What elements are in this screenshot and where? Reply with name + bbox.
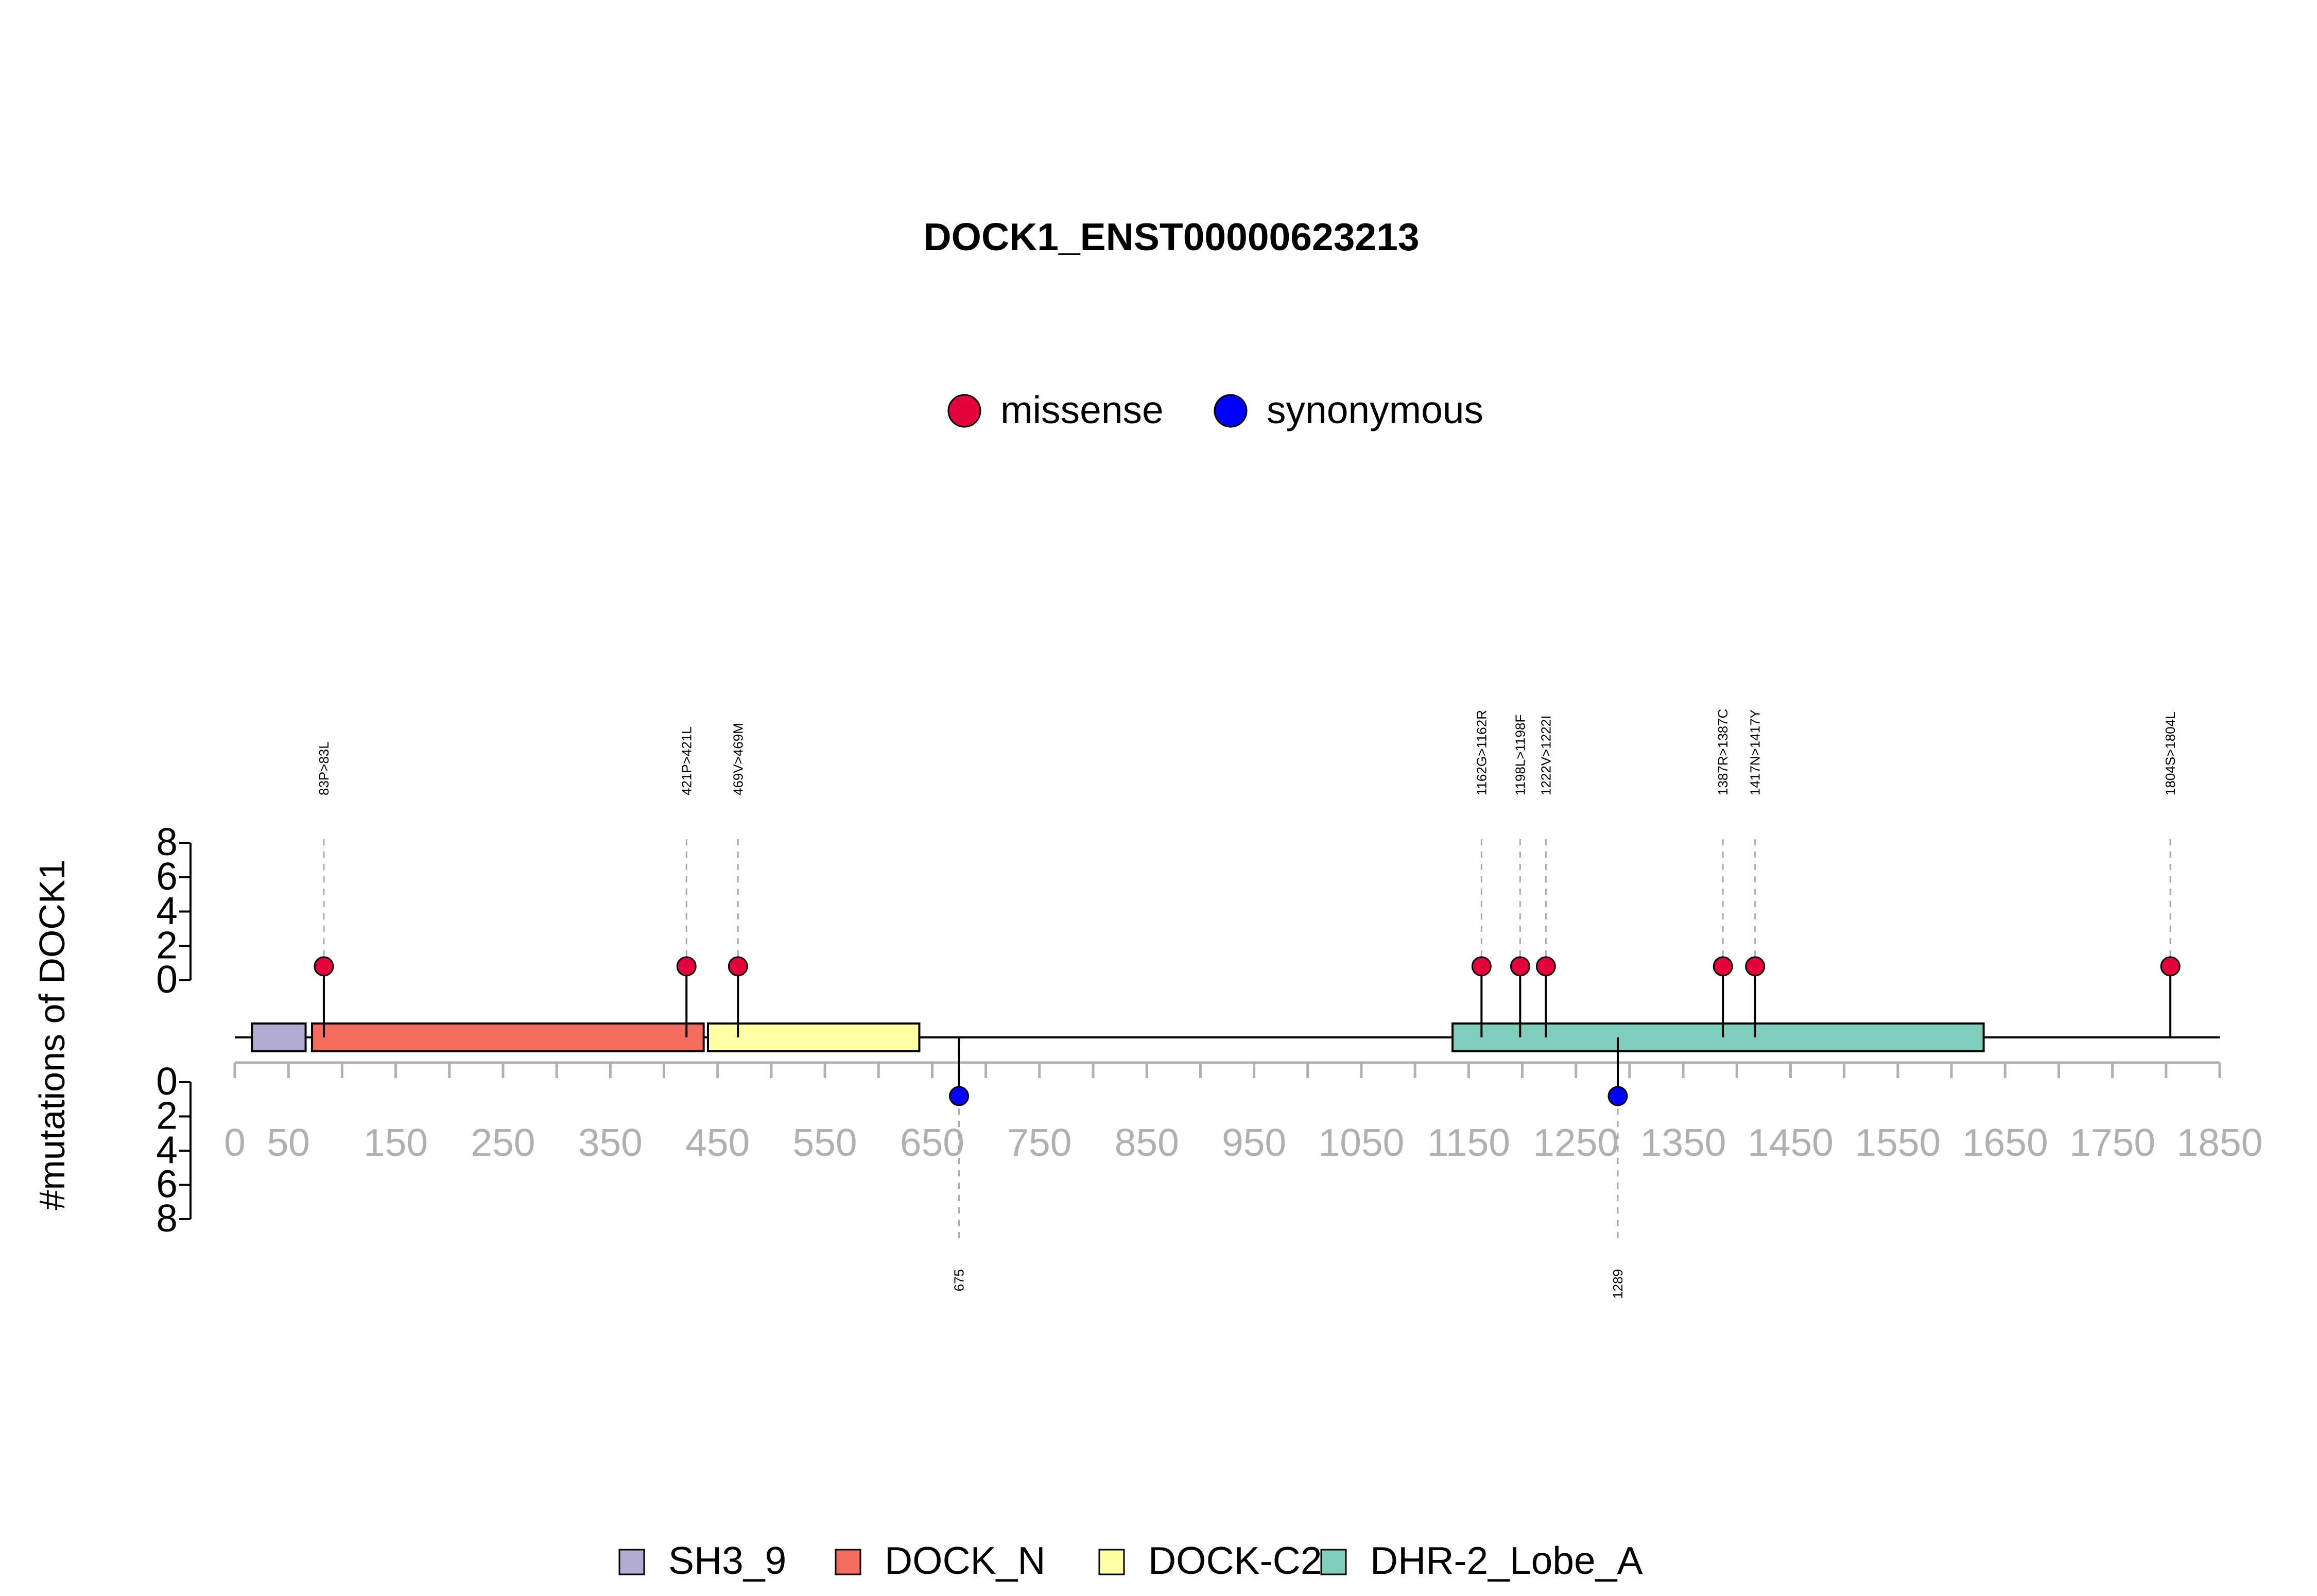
missense-mutation-label: 1804S>1804L	[2163, 712, 2178, 795]
synonymous-mutation-point	[949, 1086, 970, 1106]
y-axis-label: #mutations of DOCK1	[32, 860, 72, 1210]
missense-mutation-point	[1745, 956, 1766, 977]
legend-marker-synonymous	[1214, 394, 1248, 428]
x-tick-label: 450	[685, 1121, 750, 1164]
x-tick-label: 1550	[1855, 1121, 1941, 1164]
missense-mutation-point	[314, 956, 334, 977]
x-tick-label: 1250	[1533, 1121, 1619, 1164]
domain-DOCK-C2	[706, 1022, 921, 1052]
missense-mutation-point	[1510, 956, 1530, 977]
domain-legend-swatch-DOCK_N	[835, 1549, 861, 1575]
domain-legend-label-DHR-2_Lobe_A: DHR-2_Lobe_A	[1370, 1539, 1642, 1582]
y-tick-label: 8	[156, 1196, 178, 1240]
x-tick-label: 50	[267, 1121, 309, 1164]
x-tick-label: 1750	[2069, 1121, 2155, 1164]
x-tick-label: 550	[793, 1121, 857, 1164]
missense-mutation-label: 1222V>1222I	[1538, 716, 1553, 795]
x-tick-label: 250	[471, 1121, 535, 1164]
domain-legend-swatch-DOCK-C2	[1098, 1549, 1125, 1575]
missense-mutation-label: 469V>469M	[730, 723, 746, 795]
missense-mutation-point	[1471, 956, 1492, 977]
mutation-lollipops: 83P>83L 421P>421L 469V>469M 1162G>1162R 1198…	[314, 709, 2181, 1299]
missense-mutation-point	[1713, 956, 1733, 977]
chart-title: DOCK1_ENST00000623213	[923, 215, 1419, 258]
x-tick-label: 1150	[1427, 1121, 1510, 1164]
x-tick-label: 750	[1007, 1121, 1071, 1164]
x-tick-label: 850	[1115, 1121, 1179, 1164]
y-tick-label: 4	[156, 889, 178, 932]
missense-mutation-point	[2160, 956, 2181, 977]
domain-legend-swatch-SH3_9	[618, 1549, 645, 1575]
missense-mutation-label: 1417N>1417Y	[1748, 709, 1763, 795]
missense-mutation-point	[728, 956, 748, 977]
domain-legend-swatch-DHR-2_Lobe_A	[1320, 1549, 1347, 1575]
y-tick-label: 2	[156, 1094, 178, 1137]
missense-mutation-label: 83P>83L	[316, 741, 332, 795]
synonymous-mutation-point	[1607, 1086, 1628, 1106]
domain-DOCK_N	[311, 1022, 705, 1052]
domain-legend-label-SH3_9: SH3_9	[668, 1539, 786, 1582]
x-tick-label: 1850	[2177, 1121, 2263, 1164]
y-tick-label: 0	[156, 958, 178, 1001]
domain-legend-label-DOCK-C2: DOCK-C2	[1148, 1539, 1322, 1582]
domain-DHR-2_Lobe_A	[1451, 1022, 1985, 1052]
x-tick-label: 950	[1222, 1121, 1286, 1164]
x-tick-label: 1350	[1640, 1121, 1726, 1164]
y-tick-label: 4	[156, 1128, 178, 1171]
x-tick-label: 1050	[1319, 1121, 1405, 1164]
domain-legend-label-DOCK_N: DOCK_N	[885, 1539, 1046, 1582]
mutation-type-legend: missense synonymous	[947, 388, 1483, 431]
synonymous-mutation-label: 675	[952, 1269, 967, 1291]
y-tick-label: 8	[156, 820, 178, 863]
missense-mutation-label: 1387R>1387C	[1715, 709, 1731, 795]
x-tick-label: 0	[224, 1121, 246, 1164]
domain-legend: SH3_9 DOCK_N DOCK-C2 DHR-2_Lobe_A	[618, 1539, 1642, 1582]
y-tick-label: 6	[156, 855, 178, 898]
synonymous-mutation-label: 1289	[1610, 1269, 1626, 1299]
x-tick-label: 150	[364, 1121, 428, 1164]
missense-mutation-point	[676, 956, 697, 977]
x-tick-label: 1450	[1748, 1121, 1834, 1164]
x-tick-label: 350	[578, 1121, 643, 1164]
legend-label-synonymous: synonymous	[1267, 388, 1483, 431]
missense-mutation-point	[1535, 956, 1556, 977]
legend-label-missense: missense	[1000, 388, 1164, 431]
domain-boxes	[251, 1022, 1985, 1052]
x-tick-label: 650	[900, 1121, 964, 1164]
domain-SH3_9	[251, 1022, 307, 1052]
y-tick-label: 2	[156, 923, 178, 966]
y-tick-label: 6	[156, 1163, 178, 1206]
position-x-axis: 0 50 150 250 350 450 550 650 750 850 950 1050 1150 12…	[224, 1061, 2263, 1164]
missense-mutation-label: 421P>421L	[679, 726, 694, 795]
x-tick-label: 1650	[1962, 1121, 2048, 1164]
missense-mutation-label: 1162G>1162R	[1474, 710, 1489, 795]
legend-marker-missense	[947, 394, 981, 428]
missense-mutation-label: 1198L>1198F	[1512, 715, 1528, 795]
y-tick-label: 0	[156, 1060, 178, 1103]
